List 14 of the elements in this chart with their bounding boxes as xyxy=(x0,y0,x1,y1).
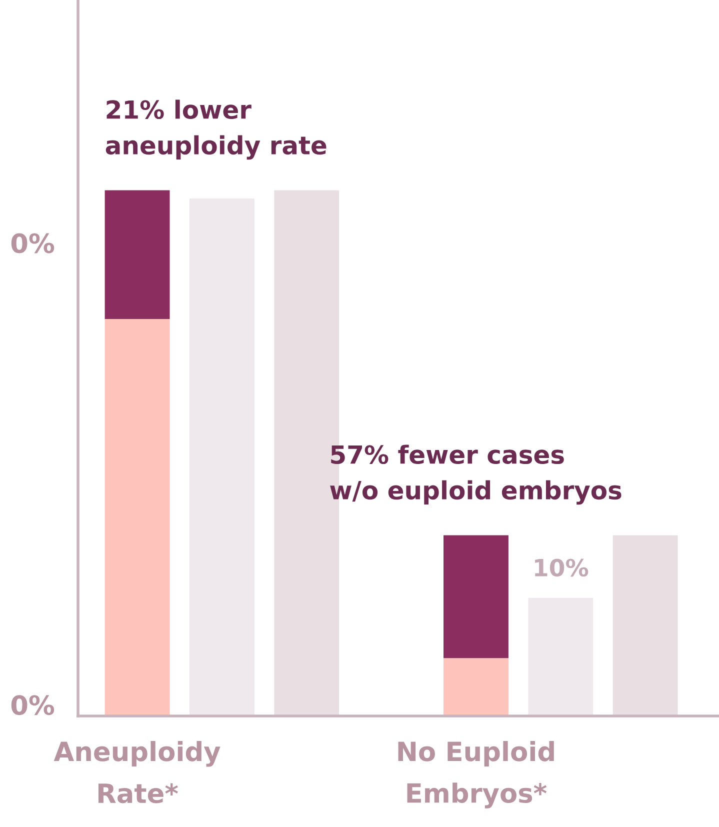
bar xyxy=(444,658,508,716)
annotation: 57% fewer cases w/o euploid embryos xyxy=(330,444,622,505)
bar xyxy=(444,535,508,658)
data-label: 10% xyxy=(535,558,588,577)
bar xyxy=(104,319,170,716)
x-tick-label: Aneuploidy Rate* xyxy=(54,741,220,804)
annotation: 21% lower aneuploidy rate xyxy=(106,100,326,160)
bar xyxy=(612,535,678,716)
x-tick-label: No Euploid Embryos* xyxy=(398,741,554,808)
bar xyxy=(528,598,594,716)
text: 0% xyxy=(11,233,54,254)
bar xyxy=(104,190,170,320)
bar xyxy=(189,198,254,716)
text: 0% xyxy=(11,695,54,716)
